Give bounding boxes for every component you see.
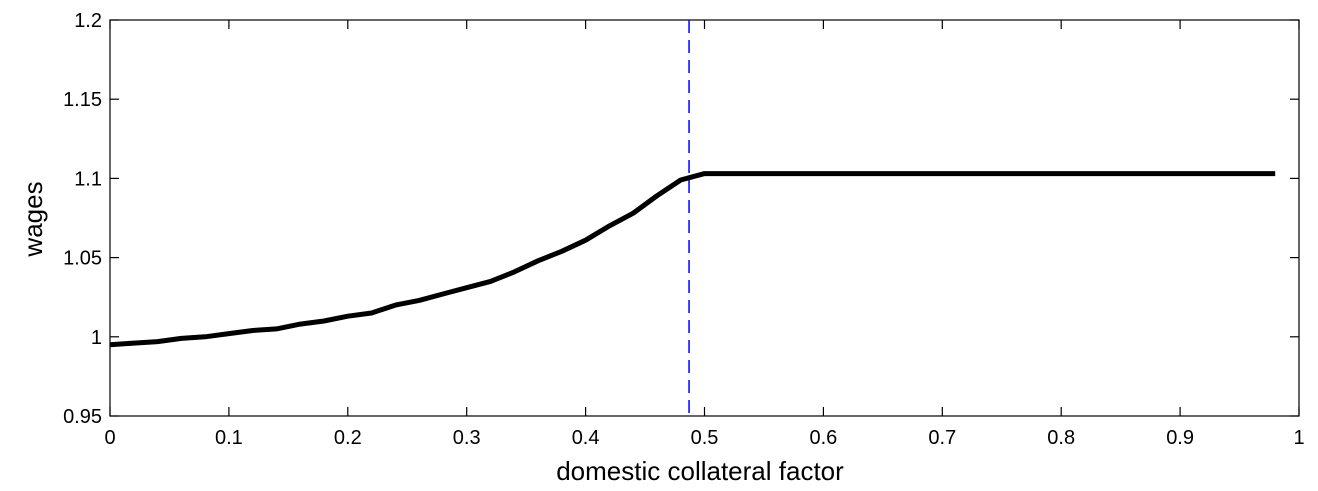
series-line-0 (109, 171, 1276, 348)
y-tick-label: 1.15 (63, 89, 102, 111)
y-tick-label: 1.05 (63, 248, 102, 270)
x-tick-label: 0.2 (334, 427, 362, 449)
plot-frame-group (109, 19, 1300, 417)
y-tick-label: 1 (91, 327, 102, 349)
x-tick-label: 0.9 (1166, 427, 1194, 449)
y-axis: 0.95 1 1.05 1.1 1.15 1.2 (63, 10, 1299, 428)
y-tick-label: 1.2 (74, 10, 102, 32)
series-group (109, 171, 1276, 348)
x-tick-label: 0.4 (572, 427, 600, 449)
y-tick-label: 0.95 (63, 406, 102, 428)
x-axis-label: domestic collateral factor (556, 456, 844, 486)
x-tick-label: 0.6 (809, 427, 837, 449)
x-tick-label: 1 (1293, 427, 1304, 449)
x-tick-label: 0.3 (453, 427, 481, 449)
x-tick-label: 0.8 (1047, 427, 1075, 449)
plot-frame (109, 19, 1300, 417)
x-tick-label: 0.7 (928, 427, 956, 449)
x-tick-label: 0 (104, 427, 115, 449)
y-tick-label: 1.1 (74, 168, 102, 190)
y-axis-label: wages (18, 181, 48, 257)
x-tick-label: 0.1 (215, 427, 243, 449)
x-tick-label: 0.5 (691, 427, 719, 449)
x-axis: 0 0.1 0.2 0.3 0.4 0.5 0.6 0.7 0.8 0.9 1 (104, 20, 1305, 449)
